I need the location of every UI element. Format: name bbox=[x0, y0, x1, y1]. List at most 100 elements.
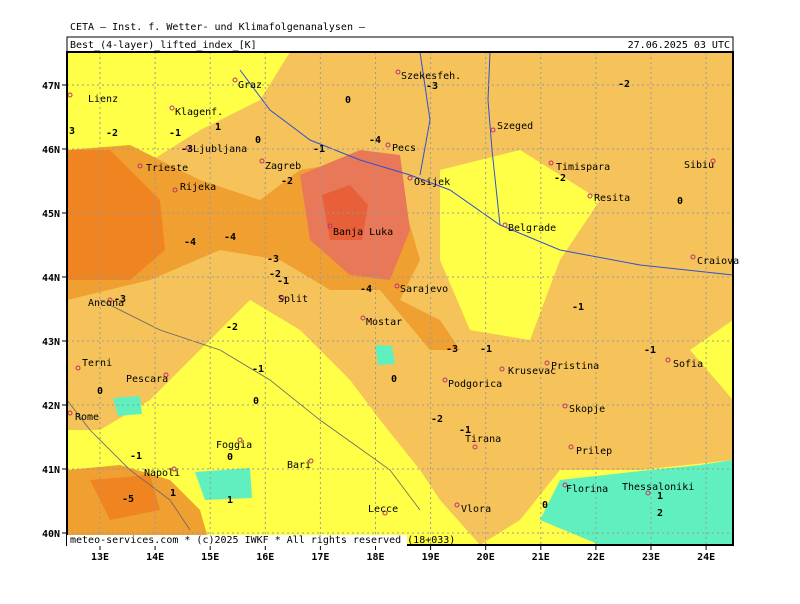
city-label: Klagenf. bbox=[175, 107, 223, 118]
contour-label: -2 bbox=[618, 79, 630, 90]
lon-label: 24E bbox=[697, 552, 715, 563]
contour-label: -1 bbox=[252, 364, 264, 375]
contour-label: 0 bbox=[227, 452, 233, 463]
city-marker bbox=[171, 466, 177, 472]
contour-label: 3 bbox=[69, 126, 75, 137]
contour-label: -4 bbox=[369, 135, 381, 146]
contour-label: -4 bbox=[360, 284, 372, 295]
contour-label: -1 bbox=[572, 302, 584, 313]
city-label: Osijek bbox=[414, 177, 450, 188]
city-label: Lecce bbox=[368, 504, 398, 515]
city-marker bbox=[172, 187, 178, 193]
contour-label: -3 bbox=[181, 144, 193, 155]
city-marker bbox=[587, 193, 593, 199]
city-label: Prilep bbox=[576, 446, 612, 457]
contour-label: 1 bbox=[215, 122, 221, 133]
city-marker bbox=[472, 444, 478, 450]
lon-label: 20E bbox=[477, 552, 495, 563]
city-label: Pecs bbox=[392, 143, 416, 154]
contour-label: -1 bbox=[277, 276, 289, 287]
lon-label: 19E bbox=[422, 552, 440, 563]
lat-label: 41N bbox=[42, 465, 60, 476]
city-label: Florina bbox=[566, 484, 608, 495]
footer-bg bbox=[67, 535, 407, 546]
city-label: Skopje bbox=[569, 404, 605, 415]
city-label: Sibiu bbox=[684, 160, 714, 171]
contour-label: 1 bbox=[657, 491, 663, 502]
contour-label: -1 bbox=[313, 144, 325, 155]
city-label: Foggia bbox=[216, 440, 252, 451]
city-label: Pescara bbox=[126, 374, 168, 385]
contour-label: -2 bbox=[106, 128, 118, 139]
city-label: Sarajevo bbox=[400, 284, 448, 295]
contour-label: -3 bbox=[267, 254, 279, 265]
contour-label: -4 bbox=[184, 237, 196, 248]
city-label: Tirana bbox=[465, 434, 501, 445]
contour-label: -3 bbox=[114, 294, 126, 305]
city-marker bbox=[562, 482, 568, 488]
field bbox=[67, 52, 733, 545]
lon-label: 16E bbox=[256, 552, 274, 563]
contour-label: 2 bbox=[657, 508, 663, 519]
lat-label: 43N bbox=[42, 337, 60, 348]
contour-label: 0 bbox=[677, 196, 683, 207]
header: CETA — Inst. f. Wetter- und Klimafolgena… bbox=[70, 22, 366, 33]
lon-label: 18E bbox=[366, 552, 384, 563]
city-marker bbox=[327, 223, 333, 229]
city-label: Szeged bbox=[497, 121, 533, 132]
map-title: Best_(4-layer)_lifted_index_[K] bbox=[70, 40, 257, 51]
lon-label: 23E bbox=[642, 552, 660, 563]
city-marker bbox=[394, 283, 400, 289]
city-label: Sofia bbox=[673, 359, 703, 370]
city-label: Pristina bbox=[551, 361, 599, 372]
city-label: Vlora bbox=[461, 504, 491, 515]
contour-label: -3 bbox=[426, 81, 438, 92]
lon-label: 13E bbox=[91, 552, 109, 563]
lon-label: 22E bbox=[587, 552, 605, 563]
city-label: Timispara bbox=[556, 162, 610, 173]
lon-label: 15E bbox=[201, 552, 219, 563]
city-marker bbox=[360, 315, 366, 321]
city-marker bbox=[407, 175, 413, 181]
city-marker bbox=[163, 372, 169, 378]
lat-label: 44N bbox=[42, 273, 60, 284]
city-label: Banja Luka bbox=[333, 227, 393, 238]
contour-label: 0 bbox=[253, 396, 259, 407]
city-label: Craiova bbox=[697, 256, 739, 267]
lat-label: 45N bbox=[42, 209, 60, 220]
lat-label: 42N bbox=[42, 401, 60, 412]
city-marker bbox=[710, 158, 716, 164]
city-marker bbox=[308, 458, 314, 464]
lat-label: 46N bbox=[42, 145, 60, 156]
city-label: Rijeka bbox=[180, 182, 216, 193]
contour-label: -1 bbox=[459, 425, 471, 436]
city-label: Bari bbox=[287, 460, 311, 471]
graticule: 13E 14E 15E 16E 17E 18E 19E 20E 21E 22E 23E 24E 47N 4… bbox=[42, 52, 733, 563]
contour-label: -2 bbox=[269, 269, 281, 280]
city-marker bbox=[137, 163, 143, 169]
city-marker bbox=[75, 365, 81, 371]
city-label: Szekesfeh. bbox=[401, 71, 461, 82]
city-marker bbox=[548, 160, 554, 166]
contour-label: 0 bbox=[97, 386, 103, 397]
contour-label: -2 bbox=[554, 173, 566, 184]
city-marker bbox=[169, 105, 175, 111]
city-marker bbox=[568, 444, 574, 450]
city-marker bbox=[107, 297, 113, 303]
footer: meteo-services.com * (c)2025 IWKF * All … bbox=[70, 535, 455, 546]
city-label: Zagreb bbox=[265, 161, 301, 172]
contour-labels: 0-3 -2-1-41-20-1-3-2-4 -4-3-2-1-4-2-3-1-10… bbox=[69, 79, 683, 519]
contour-label: -1 bbox=[480, 344, 492, 355]
contour-label: -1 bbox=[130, 451, 142, 462]
contour-label: 1 bbox=[170, 488, 176, 499]
city-label: Lienz bbox=[88, 94, 118, 105]
city-marker bbox=[442, 377, 448, 383]
city-marker bbox=[499, 366, 505, 372]
contour-label: -2 bbox=[281, 176, 293, 187]
city-marker bbox=[665, 357, 671, 363]
contour-label: 0 bbox=[255, 135, 261, 146]
timestamp: 27.06.2025 03 UTC bbox=[628, 40, 730, 51]
city-label: Graz bbox=[238, 80, 262, 91]
city-label: Napoli bbox=[144, 468, 180, 479]
